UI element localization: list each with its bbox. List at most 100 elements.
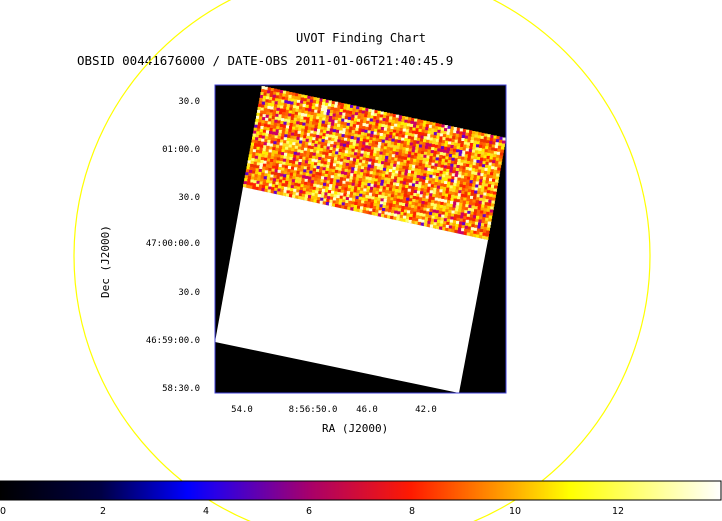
- noise-pixel: [369, 152, 374, 156]
- noise-pixel: [263, 176, 268, 180]
- noise-pixel: [342, 131, 346, 135]
- noise-pixel: [480, 154, 484, 158]
- noise-pixel: [425, 195, 429, 199]
- noise-pixel: [278, 164, 283, 168]
- noise-pixel: [451, 139, 455, 143]
- noise-pixel: [366, 204, 371, 209]
- noise-pixel: [330, 175, 335, 179]
- noise-pixel: [372, 190, 376, 194]
- noise-pixel: [284, 134, 288, 138]
- noise-pixel: [476, 141, 480, 145]
- noise-pixel: [477, 206, 481, 211]
- noise-pixel: [267, 170, 272, 175]
- noise-pixel: [419, 209, 424, 214]
- noise-pixel: [320, 197, 324, 202]
- noise-pixel: [422, 160, 426, 165]
- noise-pixel: [297, 149, 301, 153]
- noise-pixel: [444, 212, 449, 216]
- noise-pixel: [371, 125, 376, 129]
- noise-pixel: [281, 96, 286, 100]
- noise-pixel: [269, 162, 273, 166]
- search-circle: [73, 0, 651, 521]
- noise-pixel: [396, 217, 400, 221]
- noise-pixel: [344, 203, 349, 207]
- noise-pixel: [282, 158, 287, 163]
- noise-pixel: [251, 155, 256, 159]
- noise-pixel: [418, 200, 422, 204]
- noise-pixel: [267, 121, 271, 125]
- noise-pixel: [297, 180, 302, 184]
- noise-pixel: [477, 188, 482, 192]
- noise-pixel: [282, 124, 287, 129]
- noise-pixel: [336, 145, 340, 149]
- noise-pixel: [386, 149, 390, 154]
- noise-pixel: [434, 179, 439, 183]
- noise-pixel: [339, 198, 343, 203]
- noise-pixel: [493, 188, 497, 192]
- noise-pixel: [417, 134, 421, 139]
- noise-pixel: [336, 126, 340, 131]
- noise-pixel: [484, 152, 488, 156]
- noise-pixel: [427, 183, 432, 188]
- noise-pixel: [339, 109, 344, 113]
- noise-pixel: [424, 130, 428, 134]
- noise-pixel: [289, 126, 293, 130]
- noise-pixel: [468, 201, 473, 206]
- noise-pixel: [340, 174, 344, 178]
- noise-pixel: [384, 161, 388, 166]
- noise-pixel: [282, 93, 286, 97]
- noise-pixel: [265, 99, 269, 103]
- noise-pixel: [465, 148, 470, 152]
- noise-pixel: [306, 169, 310, 174]
- noise-pixel: [476, 178, 480, 182]
- noise-pixel: [421, 182, 425, 186]
- noise-pixel: [270, 91, 274, 95]
- noise-pixel: [400, 193, 404, 197]
- noise-pixel: [428, 177, 433, 182]
- noise-pixel: [414, 149, 419, 154]
- noise-pixel: [495, 160, 499, 165]
- noise-pixel: [287, 119, 291, 123]
- noise-pixel: [395, 148, 400, 153]
- noise-pixel: [306, 101, 310, 106]
- noise-pixel: [481, 182, 486, 187]
- noise-pixel: [474, 206, 478, 210]
- noise-pixel: [277, 151, 282, 155]
- noise-pixel: [459, 202, 463, 207]
- noise-pixel: [262, 114, 266, 118]
- noise-pixel: [398, 118, 402, 122]
- noise-pixel: [288, 147, 292, 151]
- noise-pixel: [476, 156, 481, 161]
- noise-pixel: [465, 185, 469, 189]
- noise-pixel: [430, 202, 434, 207]
- noise-pixel: [451, 142, 455, 146]
- noise-pixel: [254, 124, 258, 129]
- noise-pixel: [275, 129, 280, 133]
- noise-pixel: [399, 217, 403, 222]
- noise-pixel: [383, 130, 387, 135]
- noise-pixel: [244, 175, 249, 179]
- noise-pixel: [337, 189, 342, 193]
- noise-pixel: [435, 194, 439, 198]
- noise-pixel: [375, 194, 379, 198]
- noise-pixel: [351, 148, 355, 153]
- noise-pixel: [375, 209, 379, 213]
- noise-pixel: [365, 210, 369, 214]
- noise-pixel: [362, 138, 367, 143]
- noise-pixel: [373, 134, 377, 139]
- noise-pixel: [383, 164, 387, 169]
- noise-pixel: [359, 159, 363, 163]
- noise-pixel: [404, 188, 409, 192]
- noise-pixel: [340, 140, 344, 144]
- noise-pixel: [384, 214, 388, 218]
- noise-pixel: [331, 203, 336, 207]
- noise-pixel: [402, 128, 407, 132]
- noise-pixel: [388, 122, 392, 126]
- noise-pixel: [491, 200, 495, 204]
- noise-pixel: [302, 156, 306, 161]
- noise-pixel: [377, 110, 381, 115]
- noise-pixel: [331, 135, 336, 139]
- noise-pixel: [338, 167, 342, 171]
- noise-pixel: [333, 141, 338, 146]
- noise-pixel: [324, 121, 329, 125]
